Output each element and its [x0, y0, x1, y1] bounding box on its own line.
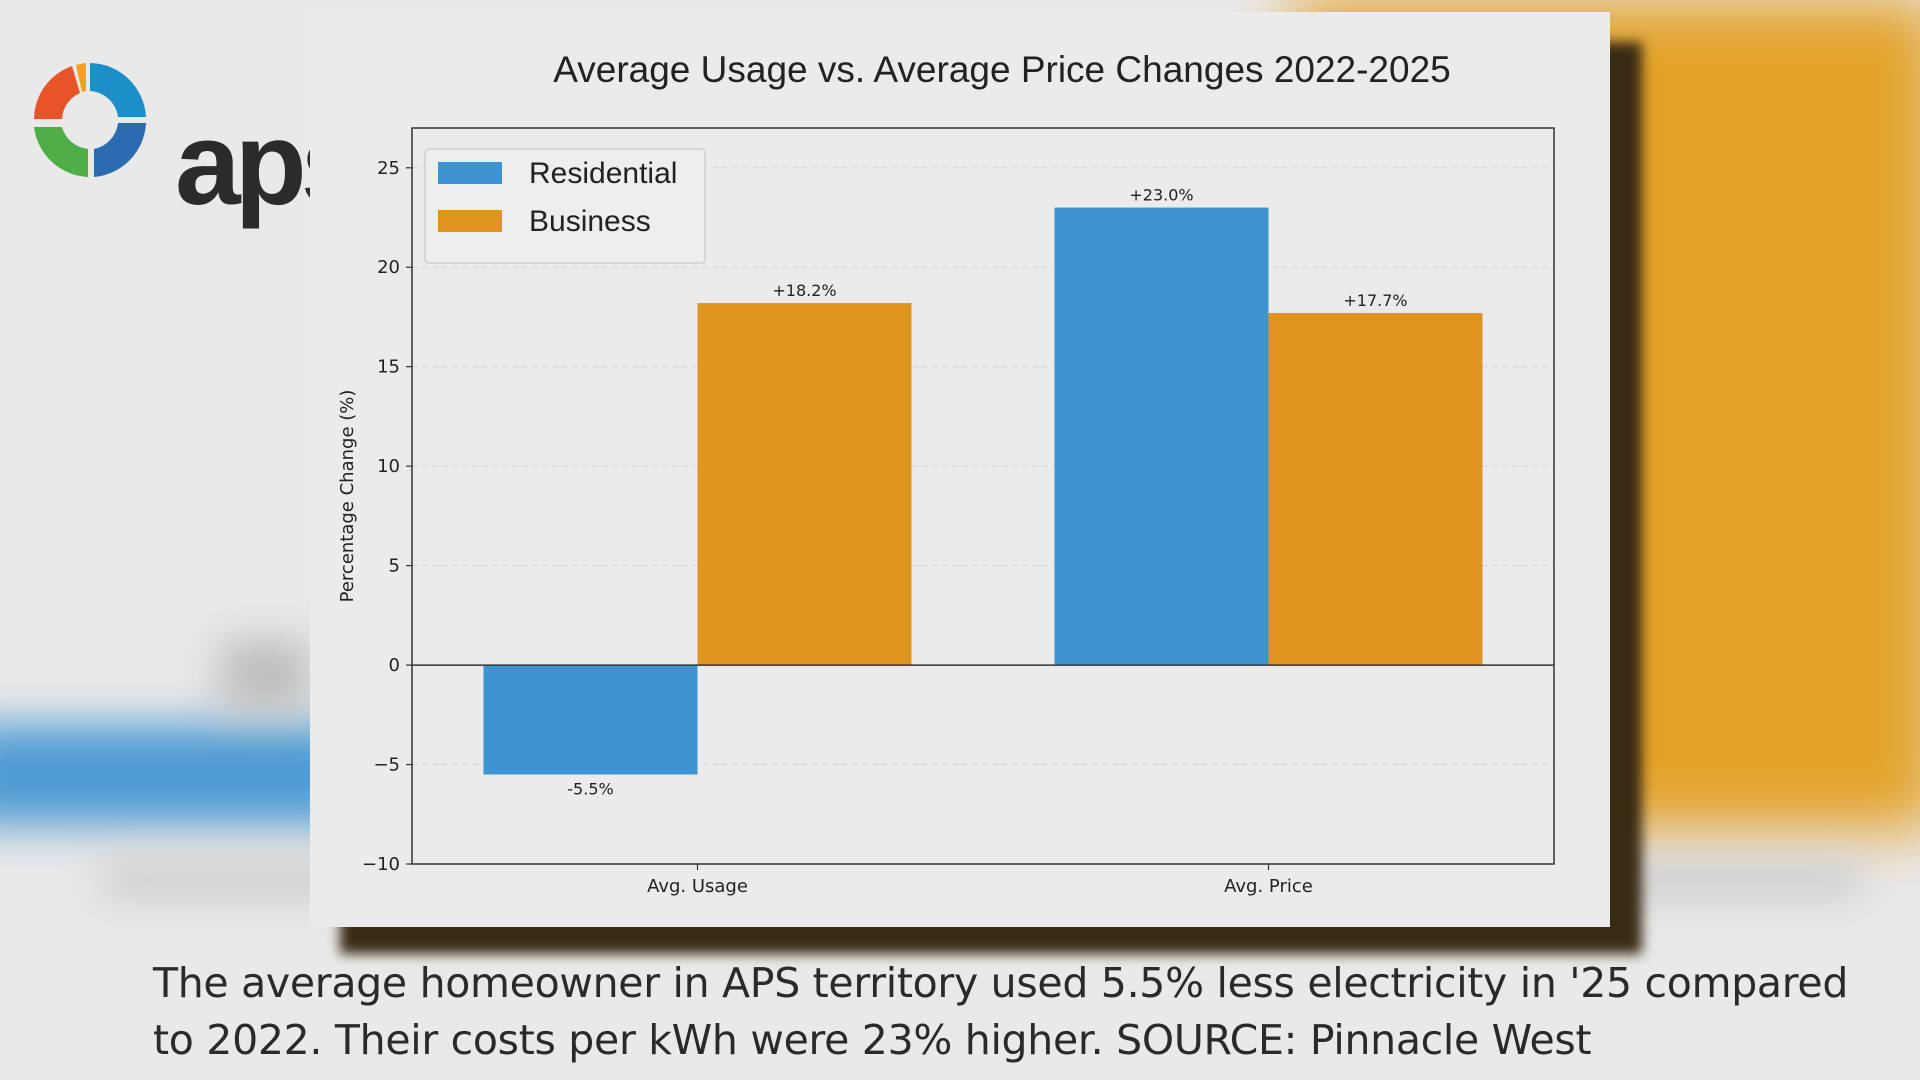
bar-residential-2 — [1054, 207, 1269, 666]
aps-logo-icon — [34, 63, 146, 177]
y-tick-label: 0 — [389, 655, 400, 676]
caption-line-2: to 2022. Their costs per kWh were 23% hi… — [153, 1016, 1592, 1064]
legend-label-residential: Residential — [529, 157, 677, 190]
bar-residential-1 — [483, 665, 698, 775]
legend-label-business: Business — [529, 205, 651, 238]
y-tick-label: 5 — [389, 556, 400, 577]
bar-chart: Average Usage vs. Average Price Changes … — [337, 49, 1555, 897]
bars — [483, 207, 1483, 775]
y-tick-label: −5 — [373, 755, 400, 776]
y-tick-label: 20 — [377, 257, 400, 278]
legend: Residential Business — [424, 148, 706, 264]
y-axis-label: Percentage Change (%) — [337, 390, 358, 603]
background-blur-block — [220, 640, 310, 710]
y-tick-label: 25 — [377, 158, 400, 179]
x-tick-label: Avg. Price — [1224, 876, 1313, 897]
background-blue-bar — [0, 725, 350, 825]
bar-business-2 — [1268, 312, 1483, 666]
plot-frame — [411, 127, 1555, 865]
y-tick-label: 10 — [377, 456, 400, 477]
chart-card: Average Usage vs. Average Price Changes … — [310, 12, 1610, 927]
data-label: +23.0% — [1129, 186, 1193, 205]
chart-title: Average Usage vs. Average Price Changes … — [553, 49, 1451, 90]
data-labels: -5.5% +18.2% +23.0% +17.7% — [567, 186, 1407, 799]
legend-swatch-residential — [438, 162, 502, 184]
bar-business-1 — [697, 303, 912, 666]
x-tick-label: Avg. Usage — [647, 876, 748, 897]
legend-swatch-business — [438, 210, 502, 232]
data-label: +18.2% — [772, 281, 836, 300]
data-label: -5.5% — [567, 779, 613, 798]
axis-ticks: −10 −5 0 5 10 15 20 25 Avg. Usage Avg. Price — [362, 158, 1313, 897]
caption-line-1: The average homeowner in APS territory u… — [153, 959, 1849, 1007]
data-label: +17.7% — [1343, 291, 1407, 310]
y-tick-label: 15 — [377, 357, 400, 378]
caption: The average homeowner in APS territory u… — [153, 955, 1849, 1069]
y-tick-label: −10 — [362, 854, 400, 875]
